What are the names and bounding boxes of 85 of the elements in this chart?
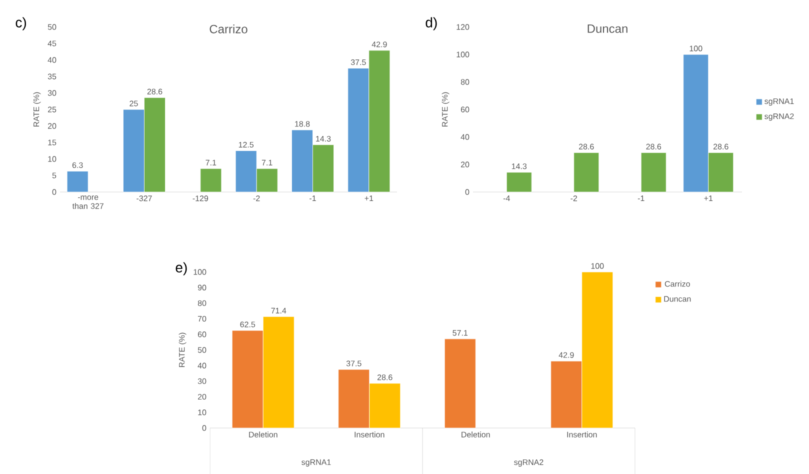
data-label: 28.6 — [378, 374, 392, 380]
y-tick-label: 25 — [48, 106, 56, 112]
data-label: 6.3 — [72, 162, 83, 168]
data-label: 28.6 — [578, 144, 594, 150]
data-label: 12.5 — [238, 142, 254, 148]
y-tick-label: 0 — [52, 189, 56, 195]
y-tick-label: 70 — [198, 316, 206, 322]
data-label: 100 — [591, 263, 604, 269]
data-label: 37.5 — [346, 360, 362, 366]
y-axis-title: RATE (%) — [33, 92, 41, 126]
x-tick-label: Deletion — [462, 431, 490, 438]
text: c) — [16, 17, 26, 30]
legend-label: sgRNA1 — [764, 98, 794, 106]
x-tick-label: -2 — [570, 195, 578, 202]
y-tick-label: 60 — [198, 331, 206, 338]
y-tick-label: 10 — [198, 409, 206, 416]
x-tick-label: -327 — [136, 195, 152, 202]
y-tick-label: 50 — [198, 347, 206, 353]
x-tick-label: +1 — [364, 195, 374, 201]
text: sgRNA1 — [302, 459, 331, 466]
bar — [200, 168, 222, 192]
y-tick-label: 40 — [48, 57, 56, 63]
x-tick-label: Insertion — [354, 431, 384, 438]
data-label: 100 — [690, 46, 702, 52]
data-label: 28.6 — [147, 88, 162, 94]
bar — [640, 152, 666, 192]
x-tick-label: Deletion — [249, 431, 278, 438]
data-label: 71.4 — [271, 308, 286, 314]
y-tick-label: 45 — [48, 40, 56, 46]
bar — [66, 170, 88, 192]
data-label: 18.8 — [295, 121, 310, 127]
data-label: 14.3 — [512, 163, 527, 170]
chart-title: Carrizo — [210, 24, 248, 34]
legend-label: Duncan — [664, 296, 691, 302]
data-label: 57.1 — [452, 330, 468, 336]
y-tick-label: 100 — [194, 269, 206, 275]
x-tick-label: -2 — [253, 195, 260, 202]
data-label: 42.9 — [372, 41, 387, 48]
y-tick-label: 120 — [456, 24, 470, 30]
x-tick-label: -more than 327 — [72, 195, 104, 209]
bar — [574, 152, 600, 192]
chart-title: Duncan — [588, 24, 628, 33]
x-tick-label: -129 — [192, 195, 208, 202]
x-tick-label: Insertion — [567, 431, 597, 438]
y-tick-label: 40 — [460, 134, 470, 140]
legend-label: Carrizo — [664, 280, 690, 287]
x-tick-label: -4 — [503, 195, 510, 201]
y-tick-label: 30 — [48, 90, 56, 96]
y-tick-label: 60 — [460, 106, 470, 112]
y-tick-label: 0 — [465, 189, 470, 195]
data-label: 25 — [130, 100, 138, 106]
y-tick-label: 35 — [48, 74, 56, 80]
x-tick-label: -1 — [310, 195, 316, 201]
data-label: 28.6 — [713, 144, 728, 150]
data-label: 62.5 — [240, 322, 256, 328]
data-label: 14.3 — [316, 136, 331, 142]
data-label: 28.6 — [646, 144, 662, 150]
y-tick-label: 0 — [202, 425, 206, 431]
bar — [506, 172, 532, 192]
y-axis-title: RATE (%) — [178, 332, 186, 367]
y-tick-label: 10 — [48, 156, 56, 162]
data-label: 7.1 — [206, 160, 216, 166]
y-tick-label: 50 — [48, 24, 56, 30]
y-tick-label: 5 — [52, 172, 56, 178]
data-label: 42.9 — [558, 352, 574, 358]
y-tick-label: 90 — [198, 284, 206, 290]
data-label: 37.5 — [350, 59, 366, 65]
y-tick-label: 100 — [456, 52, 470, 58]
text: d) — [426, 17, 437, 30]
y-tick-label: 30 — [198, 378, 206, 384]
y-tick-label: 20 — [460, 162, 470, 168]
y-tick-label: 40 — [198, 362, 206, 368]
data-label: 7.1 — [262, 160, 272, 166]
y-tick-label: 15 — [48, 140, 56, 146]
y-tick-label: 20 — [48, 123, 56, 129]
x-tick-label: -1 — [638, 195, 644, 201]
y-tick-label: 20 — [198, 394, 206, 400]
x-tick-label: +1 — [704, 195, 713, 201]
bar — [444, 338, 476, 428]
text: sgRNA2 — [514, 459, 544, 467]
text: e) — [176, 262, 187, 276]
y-tick-label: 80 — [198, 300, 206, 306]
legend-label: sgRNA2 — [764, 113, 794, 121]
y-tick-label: 80 — [460, 79, 470, 85]
y-axis-title: RATE (%) — [442, 92, 450, 126]
